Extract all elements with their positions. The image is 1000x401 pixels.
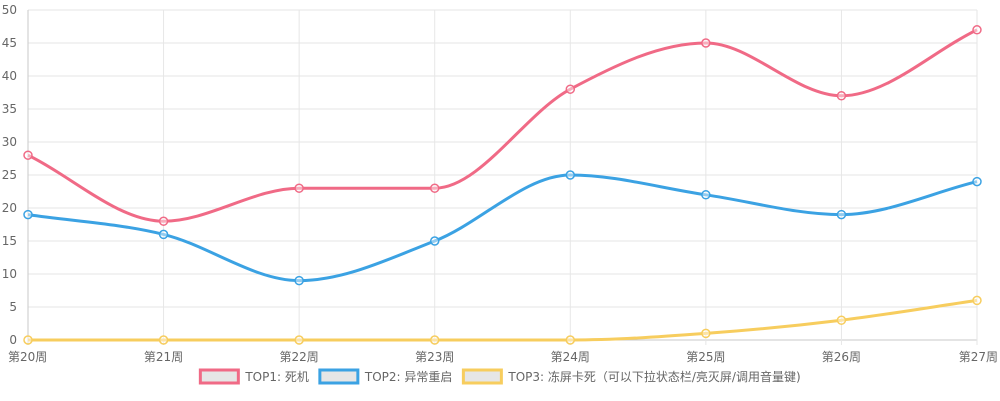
- data-point[interactable]: [701, 38, 711, 48]
- legend-swatch: [198, 368, 240, 385]
- y-tick-label: 35: [2, 102, 17, 116]
- y-tick-label: 50: [2, 3, 17, 17]
- data-point[interactable]: [565, 84, 576, 94]
- x-tick-label: 第20周: [8, 350, 47, 364]
- legend-swatch: [461, 368, 503, 385]
- legend-swatch: [318, 368, 360, 385]
- legend-item-3[interactable]: TOP3: 冻屏卡死（可以下拉状态栏/亮灭屏/调用音量键): [461, 368, 801, 385]
- data-point[interactable]: [23, 335, 33, 345]
- data-point[interactable]: [836, 91, 847, 101]
- y-tick-label: 20: [2, 201, 17, 215]
- legend-item-1[interactable]: TOP1: 死机: [198, 368, 309, 385]
- series-line: [27, 28, 978, 223]
- data-point[interactable]: [972, 295, 982, 306]
- data-point[interactable]: [565, 170, 576, 180]
- x-tick-label: 第25周: [686, 350, 725, 364]
- series-line: [27, 173, 978, 283]
- data-point[interactable]: [701, 190, 711, 200]
- data-point[interactable]: [158, 335, 169, 345]
- data-point[interactable]: [429, 236, 440, 246]
- legend-label: TOP1: 死机: [244, 370, 309, 384]
- y-tick-label: 10: [2, 267, 17, 281]
- data-point[interactable]: [836, 315, 847, 325]
- x-tick-label: 第24周: [551, 350, 590, 364]
- data-point[interactable]: [158, 229, 169, 240]
- data-point[interactable]: [972, 176, 982, 187]
- y-tick-label: 40: [2, 69, 17, 83]
- data-point[interactable]: [23, 150, 33, 160]
- data-point[interactable]: [294, 335, 304, 345]
- series-2: [23, 170, 982, 286]
- x-tick-label: 第23周: [415, 350, 454, 364]
- legend-label: TOP3: 冻屏卡死（可以下拉状态栏/亮灭屏/调用音量键): [507, 369, 800, 384]
- data-point[interactable]: [836, 209, 847, 220]
- y-tick-label: 30: [2, 135, 17, 149]
- data-point[interactable]: [294, 183, 304, 193]
- x-tick-label: 第27周: [959, 350, 998, 364]
- legend-item-2[interactable]: TOP2: 异常重启: [318, 368, 453, 385]
- legend-label: TOP2: 异常重启: [364, 370, 453, 384]
- axes: 0 5 10 15 20 25 30 35 40 45 50 第20周 第21周 第22周 第23周 第24周…: [2, 3, 998, 364]
- y-tick-label: 25: [2, 168, 17, 182]
- data-point[interactable]: [972, 25, 982, 35]
- data-point[interactable]: [565, 335, 576, 345]
- data-point[interactable]: [429, 335, 440, 345]
- series-lines: [23, 25, 982, 345]
- data-point[interactable]: [23, 209, 33, 220]
- y-tick-label: 45: [2, 36, 17, 50]
- y-tick-label: 5: [9, 300, 17, 314]
- data-point[interactable]: [429, 183, 440, 193]
- data-point[interactable]: [701, 328, 711, 339]
- x-tick-label: 第22周: [280, 350, 319, 364]
- grid: [27, 9, 978, 345]
- y-tick-label: 0: [9, 333, 17, 347]
- data-point[interactable]: [158, 216, 169, 226]
- series-line: [28, 298, 978, 342]
- y-tick-label: 15: [2, 234, 17, 248]
- legend[interactable]: TOP1: 死机 TOP2: 异常重启 TOP3: 冻屏卡死（可以下拉状态栏/亮灭屏…: [198, 368, 801, 385]
- x-tick-label: 第26周: [822, 350, 861, 364]
- x-tick-label: 第21周: [144, 350, 183, 364]
- series-3: [23, 295, 982, 345]
- series-1: [23, 25, 982, 226]
- data-point[interactable]: [294, 275, 304, 286]
